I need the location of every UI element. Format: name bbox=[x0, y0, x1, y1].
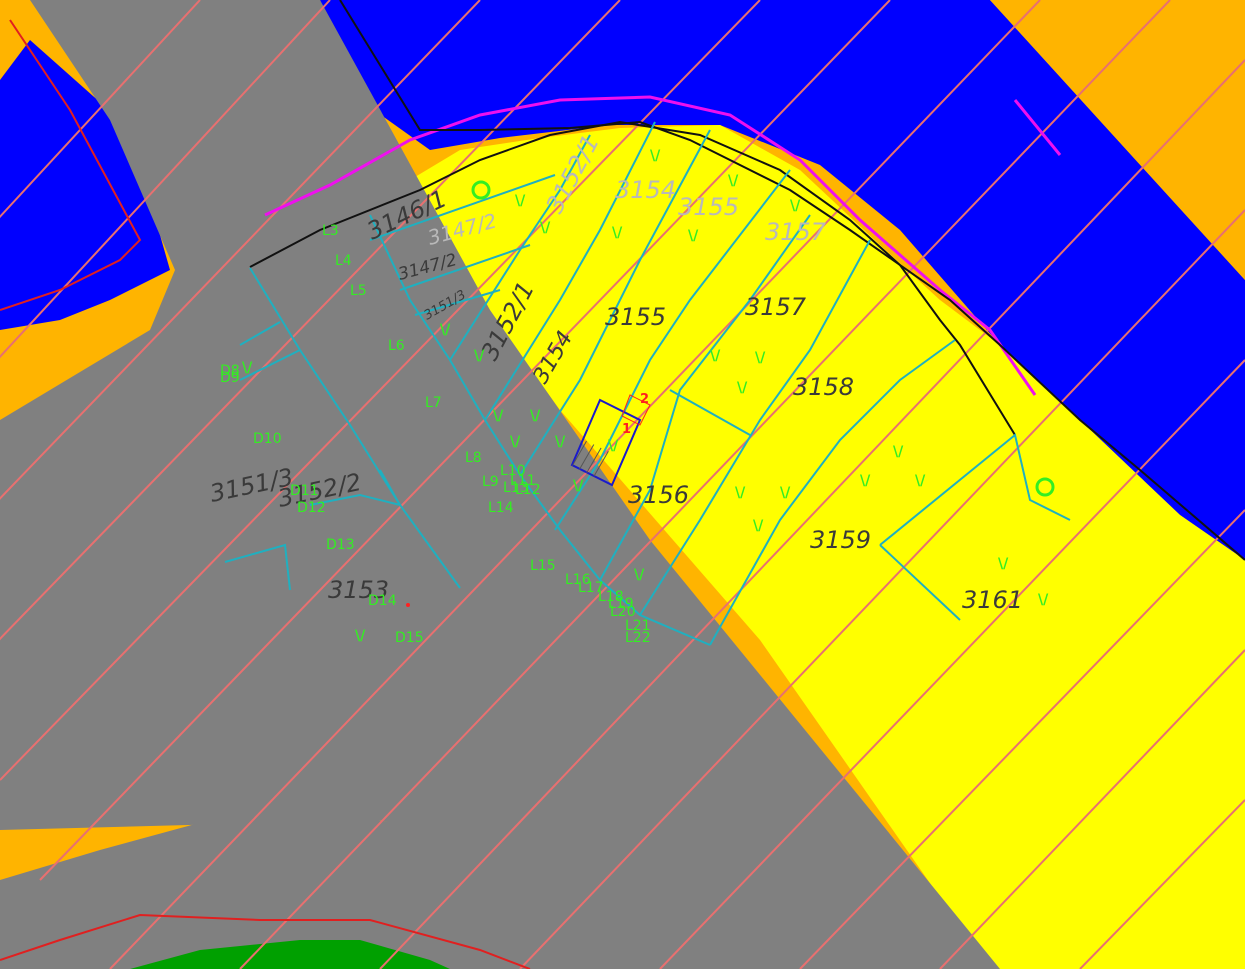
line-label: D14 bbox=[368, 593, 397, 609]
vegetation-mark: \/ bbox=[515, 193, 526, 209]
forest-green-patch bbox=[130, 940, 450, 969]
line-label: L22 bbox=[625, 630, 651, 646]
vegetation-mark: \/ bbox=[474, 348, 485, 364]
line-label: L3 bbox=[322, 223, 339, 239]
line-label: L8 bbox=[465, 450, 482, 466]
line-label: D13 bbox=[326, 537, 355, 553]
vegetation-mark: \/ bbox=[755, 350, 766, 366]
magenta-tick bbox=[1013, 99, 1062, 156]
parcel-label-3159: 3159 bbox=[810, 526, 871, 554]
parcel-label-3155-upper: 3155 bbox=[678, 193, 739, 221]
line-label: D9 bbox=[220, 370, 240, 386]
line-label: L18 bbox=[598, 589, 624, 605]
vegetation-mark: \/ bbox=[790, 198, 801, 214]
building-label-1: 1 bbox=[622, 422, 631, 437]
parcel-label-3157: 3157 bbox=[745, 293, 807, 321]
vegetation-mark: \/ bbox=[753, 518, 764, 534]
vegetation-mark: \/ bbox=[860, 473, 871, 489]
vegetation-mark: \/ bbox=[555, 434, 566, 450]
parcel-label-3156: 3156 bbox=[628, 481, 689, 509]
line-label: L20 bbox=[610, 604, 636, 620]
parcel-label-3155: 3155 bbox=[605, 303, 666, 331]
line-label: L10 bbox=[500, 463, 526, 479]
line-label: L12 bbox=[515, 482, 541, 498]
line-label: L21 bbox=[625, 618, 651, 634]
vegetation-mark: \/ bbox=[612, 225, 623, 241]
zone-orange-top-right bbox=[990, 0, 1245, 280]
vegetation-mark: \/ bbox=[688, 228, 699, 244]
line-label: D8 bbox=[220, 363, 240, 379]
line-label: D10 bbox=[253, 431, 282, 447]
vegetation-mark: \/ bbox=[737, 380, 748, 396]
line-label: D12 bbox=[297, 500, 326, 516]
vegetation-mark: \/ bbox=[573, 478, 584, 494]
black-boundary-line bbox=[249, 120, 1016, 436]
zone-blue-left bbox=[0, 40, 170, 330]
line-labels: L3 L4 L5 L6 L7 L8 L9 L10 L11 L12 L13 L14… bbox=[220, 223, 651, 646]
vegetation-mark: \/ bbox=[634, 567, 645, 583]
line-label: L11 bbox=[510, 473, 536, 489]
line-label: L6 bbox=[388, 338, 405, 354]
line-label: L5 bbox=[350, 283, 367, 299]
black-boundary-outer bbox=[339, 0, 1245, 561]
vegetation-mark: \/ bbox=[650, 148, 661, 164]
line-label: L4 bbox=[335, 253, 352, 269]
vegetation-mark: \/ bbox=[998, 556, 1009, 572]
line-label: L16 bbox=[565, 572, 591, 588]
vegetation-mark: \/ bbox=[493, 408, 504, 424]
magenta-boundary-line bbox=[264, 95, 1037, 396]
vegetation-mark: \/ bbox=[608, 438, 619, 454]
vegetation-mark: \/ bbox=[242, 360, 253, 376]
vegetation-mark: \/ bbox=[540, 220, 551, 236]
vegetation-mark: \/ bbox=[915, 473, 926, 489]
vegetation-mark: \/ bbox=[530, 408, 541, 424]
vegetation-mark: \/ bbox=[710, 348, 721, 364]
line-label: L14 bbox=[488, 500, 514, 516]
line-label: L17 bbox=[578, 580, 604, 596]
parcel-lines bbox=[224, 121, 1071, 646]
vegetation-mark: \/ bbox=[440, 322, 451, 338]
vegetation-mark: \/ bbox=[355, 628, 366, 644]
vegetation-mark: \/ bbox=[735, 485, 746, 501]
road-gray-strip bbox=[0, 0, 1000, 969]
vegetation-marks: \/ \/ \/ \/ \/ \/ \/ \/ \/ \/ \/ \/ \/ \… bbox=[242, 148, 1049, 644]
line-label: L13 bbox=[503, 480, 529, 496]
line-label: D11 bbox=[290, 483, 319, 499]
point-marker-circle bbox=[1035, 477, 1055, 497]
road-gray-lower-curve bbox=[0, 818, 660, 969]
line-label: D15 bbox=[395, 630, 424, 646]
red-limit-line bbox=[0, 19, 531, 969]
parcel-label-3158: 3158 bbox=[793, 373, 854, 401]
vegetation-mark: \/ bbox=[728, 173, 739, 189]
vegetation-mark: \/ bbox=[510, 434, 521, 450]
vegetation-mark: \/ bbox=[780, 485, 791, 501]
zone-blue-top bbox=[320, 0, 1245, 560]
vegetation-mark: \/ bbox=[1038, 592, 1049, 608]
parcel-label-3161: 3161 bbox=[962, 586, 1023, 614]
building-label-2: 2 bbox=[640, 392, 649, 407]
parcel-label-3154-upper: 3154 bbox=[615, 176, 676, 204]
line-label: L7 bbox=[425, 395, 442, 411]
parcel-label-3157-upper: 3157 bbox=[765, 218, 827, 246]
line-label: L9 bbox=[482, 474, 499, 490]
line-label: L19 bbox=[608, 596, 634, 612]
vegetation-mark: \/ bbox=[893, 444, 904, 460]
zone-yellow-main bbox=[410, 125, 1245, 969]
line-label: L15 bbox=[530, 558, 556, 574]
point-marker-dot bbox=[406, 603, 410, 607]
building-footprint bbox=[570, 394, 651, 487]
parcel-label-3153: 3153 bbox=[328, 576, 389, 604]
point-marker-circle bbox=[471, 180, 491, 200]
